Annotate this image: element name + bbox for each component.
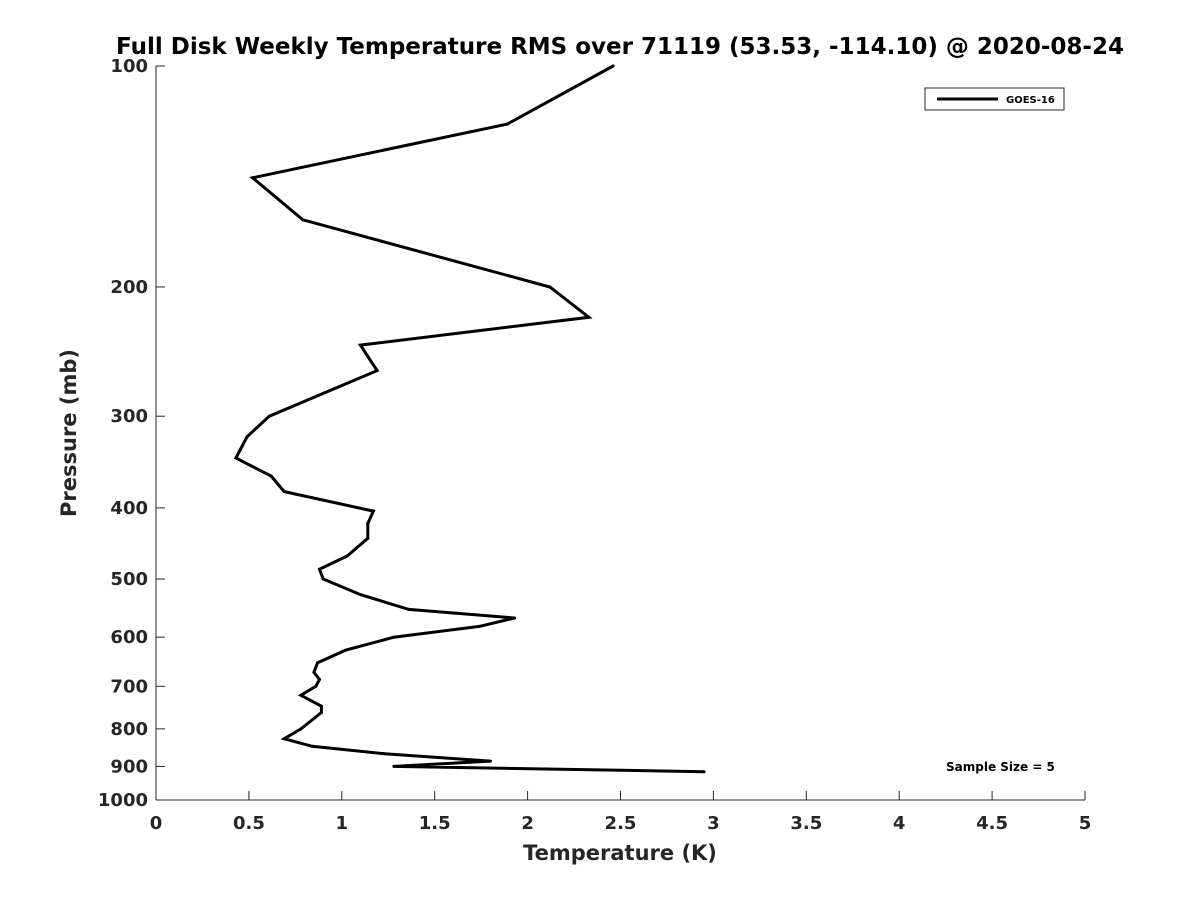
series-layer [233,64,706,774]
data-point [318,677,321,681]
y-tick-label: 200 [110,277,148,298]
x-tick-label: 3 [707,813,720,834]
data-point [234,456,238,460]
data-point [299,693,303,697]
data-point [611,64,615,68]
data-point [245,435,249,439]
x-tick-label: 2.5 [605,813,637,834]
data-point [358,593,362,597]
data-point [282,737,286,741]
data-point [316,661,320,665]
data-point [267,414,271,418]
data-point [314,684,318,688]
x-axis-label: Temperature (K) [523,841,717,865]
data-point [477,624,481,628]
data-point [375,369,379,373]
y-tick-label: 500 [110,569,148,590]
data-point [392,635,396,639]
data-point [299,727,303,731]
sample-size-annotation: Sample Size = 5 [946,760,1055,774]
x-tick-label: 1 [336,813,349,834]
data-point [587,315,591,319]
data-point [301,218,305,222]
legend-label-goes-16: GOES-16 [1006,95,1055,106]
data-point [318,567,321,571]
data-point [371,509,375,513]
y-tick-label: 1000 [98,790,148,811]
data-point [407,607,411,611]
data-point [366,522,370,525]
x-tick-label: 3.5 [790,813,822,834]
x-tick-label: 2 [521,813,534,834]
x-tick-label: 0 [150,813,163,834]
data-point [282,490,286,494]
chart-title: Full Disk Weekly Temperature RMS over 71… [116,34,1124,60]
data-point [505,122,509,126]
y-tick-label: 800 [110,719,148,740]
y-axis-label: Pressure (mb) [57,349,81,517]
data-point [392,764,396,768]
y-tick-label: 900 [110,756,148,777]
y-ticks: 100 200 300 400 500 600 700 800 900 1000 [98,56,165,811]
data-point [321,577,325,581]
data-point [251,176,255,180]
x-tick-label: 4.5 [976,813,1008,834]
data-point [548,285,552,289]
axes [155,66,1085,801]
data-point [366,536,370,540]
x-tick-label: 1.5 [419,813,451,834]
data-point [312,670,316,674]
x-tick-label: 5 [1079,813,1092,834]
y-tick-label: 700 [110,676,148,697]
x-ticks: 0 0.5 1 1.5 2 2.5 3 3.5 4 4.5 5 [150,791,1092,834]
data-point [319,711,323,714]
data-point [269,474,273,478]
legend: GOES-16 [924,87,1065,111]
data-point [702,770,706,774]
data-point [319,704,323,708]
series-line-goes-16 [233,64,705,774]
y-tick-label: 100 [110,56,148,77]
y-tick-label: 600 [110,627,148,648]
data-point [488,759,492,763]
data-point [345,554,349,558]
data-point [358,343,362,347]
y-tick-label: 400 [110,498,148,519]
data-point [513,616,517,620]
data-point [383,752,386,756]
data-point [344,648,347,652]
x-tick-label: 0.5 [233,813,265,834]
y-tick-label: 300 [110,406,148,427]
x-tick-label: 4 [893,813,906,834]
data-point [310,744,314,748]
